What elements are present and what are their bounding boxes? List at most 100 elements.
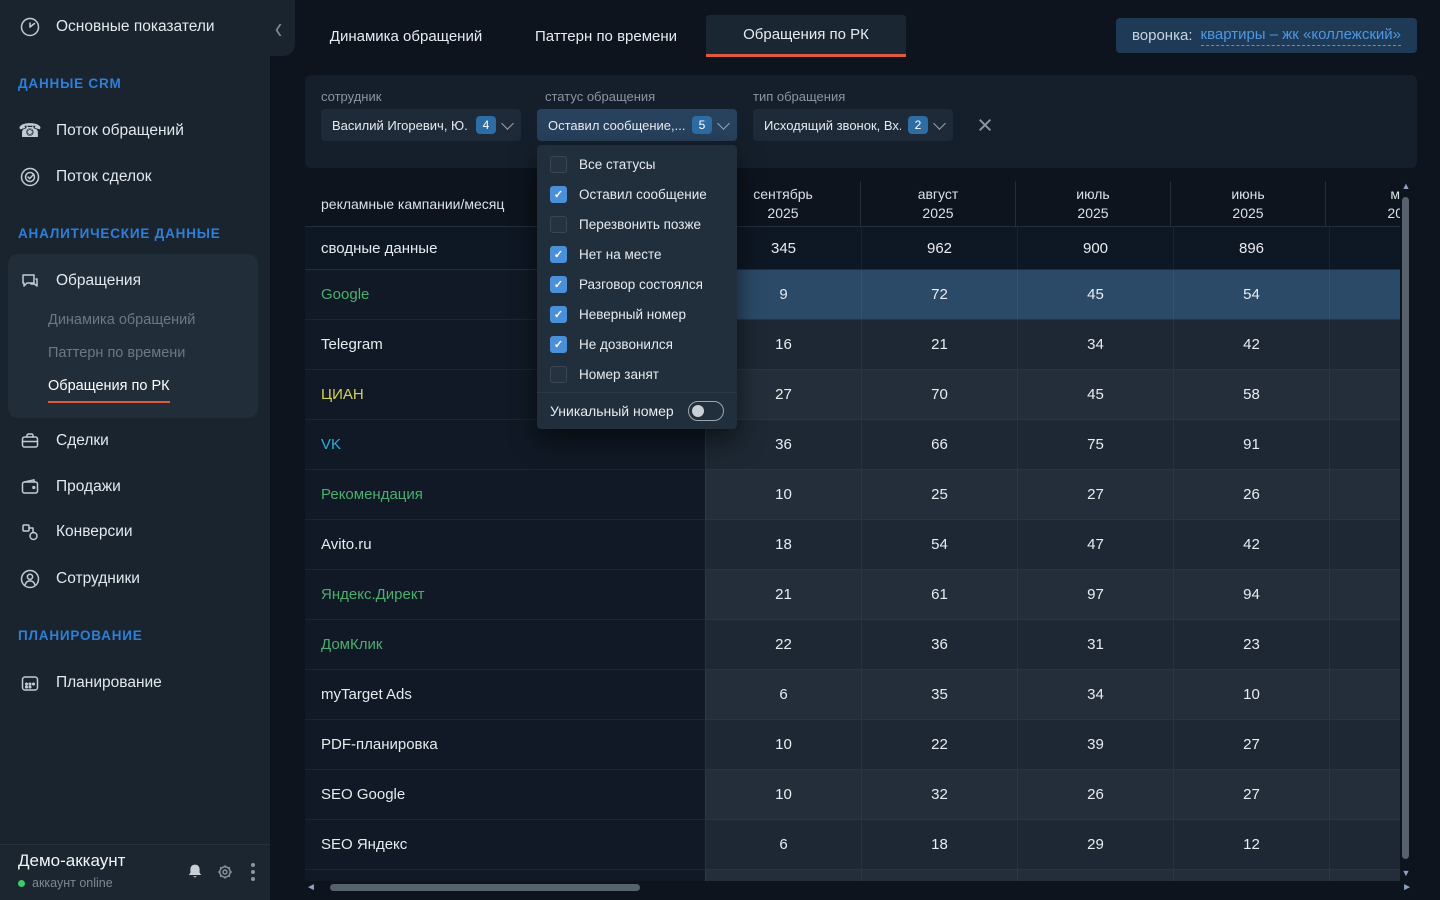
sidebar-subitem-pattern[interactable]: Паттерн по времени (48, 345, 186, 361)
table-row[interactable]: Рекомендация 10 25 27 26 2 (305, 470, 1400, 520)
sidebar-subitem-by-campaign[interactable]: Обращения по РК (48, 378, 170, 403)
month-value[interactable]: 12 (1173, 820, 1329, 870)
checkbox-icon[interactable]: ✓ (550, 275, 567, 293)
campaign-name[interactable]: Avito.ru (305, 520, 705, 570)
month-value[interactable]: 21 (861, 320, 1017, 370)
view-tab[interactable]: Динамика обращений (329, 27, 483, 45)
month-value[interactable]: 2 (1329, 670, 1400, 720)
table-row[interactable]: PDF-планировка 10 22 39 27 1 (305, 720, 1400, 770)
settings-gear-icon[interactable] (213, 860, 237, 884)
sidebar-item-deal-flow[interactable]: Поток сделок (18, 162, 152, 192)
month-column-header[interactable]: июль 2025 (1015, 181, 1170, 226)
status-option[interactable]: ✓ Все статусы (537, 149, 737, 179)
month-value[interactable]: 75 (1017, 420, 1173, 470)
table-row[interactable]: Google 9 72 45 54 6 (305, 270, 1400, 320)
table-row[interactable]: VK 36 66 75 91 8 (305, 420, 1400, 470)
funnel-value-link[interactable]: квартиры – жк «коллежский» (1200, 26, 1401, 46)
month-value[interactable]: 36 (861, 620, 1017, 670)
sidebar-item-request-flow[interactable]: ☎ Поток обращений (18, 120, 184, 142)
month-value[interactable]: 47 (1017, 520, 1173, 570)
campaign-name[interactable]: Яндекс.Директ (305, 570, 705, 620)
table-row[interactable]: myTarget Ads 6 35 34 10 2 (305, 670, 1400, 720)
sidebar-item-sales[interactable]: Продажи (18, 472, 121, 502)
notifications-bell-icon[interactable] (183, 860, 207, 884)
sidebar-item-conversions[interactable]: Конверсии (18, 517, 133, 547)
campaign-name[interactable]: myTarget Ads (305, 670, 705, 720)
view-tab[interactable]: Обращения по РК (706, 15, 906, 57)
month-value[interactable]: 58 (1173, 370, 1329, 420)
clear-filters-button[interactable]: × (977, 109, 993, 140)
table-row[interactable]: Avito.ru 18 54 47 42 6 (305, 520, 1400, 570)
campaign-name[interactable]: Рекомендация (305, 470, 705, 520)
checkbox-icon[interactable]: ✓ (550, 155, 567, 173)
month-value[interactable]: 21 (705, 570, 861, 620)
month-value[interactable]: 97 (1017, 570, 1173, 620)
month-value[interactable]: 6 (705, 670, 861, 720)
month-column-header[interactable]: июнь 2025 (1170, 181, 1325, 226)
month-value[interactable]: 34 (1017, 320, 1173, 370)
month-value[interactable]: 25 (861, 470, 1017, 520)
month-value[interactable]: 2 (1329, 470, 1400, 520)
month-value[interactable]: 45 (1017, 270, 1173, 320)
view-tab[interactable]: Паттерн по времени (534, 27, 678, 45)
month-value[interactable]: 34 (1017, 670, 1173, 720)
campaign-name[interactable]: SEO Google (305, 770, 705, 820)
status-option[interactable]: ✓ Перезвонить позже (537, 209, 737, 239)
status-option[interactable]: ✓ Разговор состоялся (537, 269, 737, 299)
table-row[interactable]: ЦИАН 27 70 45 58 2 (305, 370, 1400, 420)
month-value[interactable]: 23 (1173, 620, 1329, 670)
month-value[interactable]: 6 (1329, 570, 1400, 620)
month-value[interactable]: 26 (1173, 470, 1329, 520)
sidebar-item-employees[interactable]: Сотрудники (18, 564, 140, 594)
month-value[interactable]: 6 (1329, 520, 1400, 570)
sidebar-item-planning[interactable]: Планирование (18, 668, 162, 698)
scroll-down-icon[interactable]: ▼ (1401, 868, 1411, 878)
month-value[interactable]: 1 (1329, 770, 1400, 820)
month-value[interactable]: 27 (1017, 470, 1173, 520)
campaign-name[interactable]: SEO Яндекс (305, 820, 705, 870)
status-option[interactable]: ✓ Неверный номер (537, 299, 737, 329)
campaign-name[interactable]: ДомКлик (305, 620, 705, 670)
month-value[interactable]: 29 (1017, 820, 1173, 870)
table-row[interactable]: SEO Яндекс 6 18 29 12 1 (305, 820, 1400, 870)
employee-filter-select[interactable]: Василий Игоревич, Ю... 4 (321, 109, 521, 141)
month-value[interactable]: 35 (861, 670, 1017, 720)
status-option[interactable]: ✓ Номер занят (537, 359, 737, 389)
month-value[interactable]: 18 (861, 820, 1017, 870)
checkbox-icon[interactable]: ✓ (550, 215, 567, 233)
month-value[interactable]: 1 (1329, 720, 1400, 770)
month-value[interactable]: 22 (705, 620, 861, 670)
month-value[interactable]: 22 (861, 720, 1017, 770)
checkbox-icon[interactable]: ✓ (550, 335, 567, 353)
vertical-scroll-thumb[interactable] (1402, 197, 1409, 859)
horizontal-scrollbar[interactable]: ◄ ► (306, 881, 1412, 895)
sidebar-item-deals[interactable]: Сделки (18, 426, 109, 456)
vertical-scrollbar[interactable]: ▲ ▼ (1400, 181, 1412, 881)
month-value[interactable]: 1 (1329, 820, 1400, 870)
unique-number-toggle[interactable] (688, 401, 724, 421)
month-value[interactable]: 1 (1329, 620, 1400, 670)
month-value[interactable]: 91 (1173, 420, 1329, 470)
checkbox-icon[interactable]: ✓ (550, 365, 567, 383)
month-value[interactable]: 61 (861, 570, 1017, 620)
scroll-up-icon[interactable]: ▲ (1401, 181, 1411, 191)
checkbox-icon[interactable]: ✓ (550, 305, 567, 323)
month-value[interactable]: 2 (1329, 370, 1400, 420)
sidebar-collapse-button[interactable]: ‹ (262, 0, 295, 56)
scroll-left-icon[interactable]: ◄ (306, 882, 316, 893)
month-value[interactable]: 10 (705, 770, 861, 820)
month-value[interactable]: 31 (1017, 620, 1173, 670)
month-value[interactable]: 6 (1329, 270, 1400, 320)
month-value[interactable]: 6 (705, 820, 861, 870)
month-value[interactable]: 10 (1173, 670, 1329, 720)
status-option[interactable]: ✓ Оставил сообщение (537, 179, 737, 209)
status-filter-select[interactable]: Оставил сообщение,... 5 (537, 109, 737, 141)
month-value[interactable]: 66 (861, 420, 1017, 470)
more-menu-icon[interactable] (241, 860, 265, 884)
sidebar-item-main-indicators[interactable]: Основные показатели (18, 12, 215, 42)
table-row[interactable]: Яндекс.Директ 21 61 97 94 6 (305, 570, 1400, 620)
checkbox-icon[interactable]: ✓ (550, 185, 567, 203)
sidebar-item-requests[interactable]: Обращения (18, 266, 141, 296)
month-value[interactable]: 42 (1173, 320, 1329, 370)
month-value[interactable]: 26 (1017, 770, 1173, 820)
